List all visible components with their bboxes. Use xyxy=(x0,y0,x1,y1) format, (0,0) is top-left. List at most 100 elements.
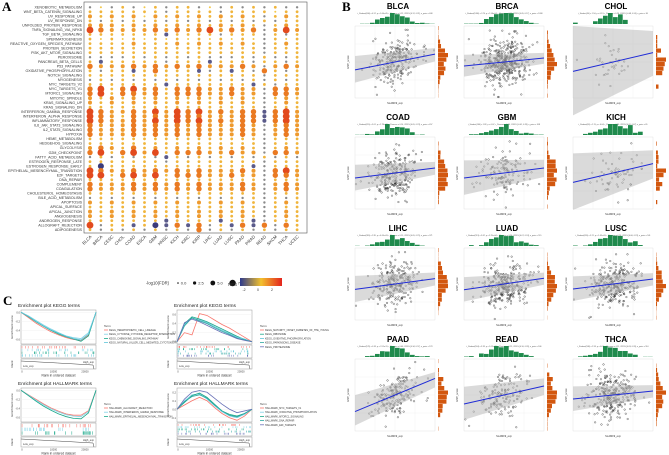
dot-ucec xyxy=(295,210,299,213)
dot-cesc xyxy=(110,60,114,64)
dot-ucec xyxy=(295,150,300,155)
dot-gbm xyxy=(152,90,159,97)
dot-gbm xyxy=(154,219,157,223)
dot-kirp xyxy=(197,23,201,28)
dot-kirc xyxy=(186,178,190,182)
column-label: READ xyxy=(255,234,267,246)
dot-luad xyxy=(218,100,223,105)
dot-ucec xyxy=(295,201,299,204)
dot-skcm xyxy=(274,10,277,13)
dot-thca xyxy=(283,172,289,178)
dot-kirp xyxy=(197,73,201,77)
dot-esca xyxy=(142,182,147,187)
dot-esca xyxy=(143,96,146,100)
dot-ucec xyxy=(295,205,299,209)
dot-hnsc xyxy=(164,78,168,82)
dot-esca xyxy=(143,205,146,209)
dot-lihc xyxy=(208,73,212,77)
dot-lihc xyxy=(207,86,212,91)
dot-read xyxy=(263,87,266,91)
dot-prad xyxy=(252,38,255,41)
dot-read xyxy=(263,201,266,204)
column-label: CESC xyxy=(103,234,115,246)
dot-hnsc xyxy=(164,101,168,105)
dot-lihc xyxy=(208,142,212,145)
dot-esca xyxy=(143,219,146,223)
dot-coad xyxy=(132,178,136,182)
dot-blca xyxy=(88,51,92,55)
dot-hnsc xyxy=(164,192,168,195)
dot-kich xyxy=(175,23,180,28)
dot-chol xyxy=(120,109,125,114)
dot-hnsc xyxy=(164,69,168,73)
dot-paad xyxy=(239,127,246,133)
dot-lihc xyxy=(207,64,212,69)
dot-thca xyxy=(283,186,289,192)
dot-read xyxy=(263,214,266,218)
dot-hnsc xyxy=(164,127,169,132)
dot-skcm xyxy=(272,108,278,115)
dot-kich xyxy=(175,219,179,223)
dot-read xyxy=(263,105,266,109)
dot-lusc xyxy=(230,38,233,41)
dot-ucec xyxy=(295,114,300,119)
dot-lusc xyxy=(230,210,234,213)
dot-luad xyxy=(218,91,223,96)
dot-hnsc xyxy=(165,228,168,231)
dot-prad xyxy=(251,168,256,173)
dot-luad xyxy=(219,196,222,200)
dot-lihc xyxy=(207,91,212,96)
dot-hnsc xyxy=(164,27,169,32)
dot-chol xyxy=(120,123,125,128)
dot-ucec xyxy=(295,6,299,9)
dot-cesc xyxy=(110,105,114,109)
dot-blca xyxy=(88,155,92,159)
dot-kich xyxy=(175,33,179,36)
dot-luad xyxy=(219,6,222,9)
dot-luad xyxy=(219,37,223,41)
dot-thca xyxy=(282,167,290,175)
dot-hnsc xyxy=(164,132,169,137)
dot-gbm xyxy=(154,51,157,55)
dot-kirp xyxy=(196,122,202,129)
dot-lusc xyxy=(229,149,235,156)
dot-hnsc xyxy=(164,82,169,87)
dot-lihc xyxy=(207,118,212,123)
dot-esca xyxy=(143,83,146,86)
column-label: BLCA xyxy=(81,234,93,246)
dot-skcm xyxy=(273,214,277,218)
dot-chol xyxy=(121,69,125,73)
dot-lusc xyxy=(230,56,233,59)
dot-luad xyxy=(219,73,223,77)
dot-lusc xyxy=(229,68,234,73)
dot-chol xyxy=(121,142,125,145)
dot-ucec xyxy=(295,168,300,173)
dot-prad xyxy=(251,182,256,187)
dot-paad xyxy=(240,96,245,101)
dot-esca xyxy=(142,109,147,114)
dot-hnsc xyxy=(164,137,168,141)
dot-kich xyxy=(175,5,179,9)
dot-coad xyxy=(130,122,137,129)
dot-coad xyxy=(132,137,136,141)
dot-coad xyxy=(132,219,136,223)
dot-paad xyxy=(241,46,245,50)
dot-skcm xyxy=(274,19,277,23)
dot-hnsc xyxy=(164,42,168,45)
dot-kirc xyxy=(186,223,191,228)
dot-skcm xyxy=(273,219,277,223)
dot-ucec xyxy=(295,192,299,195)
dot-paad xyxy=(241,10,245,14)
dot-kirc xyxy=(185,113,191,119)
dot-kirc xyxy=(186,5,190,9)
dot-lusc xyxy=(229,186,234,191)
dot-gbm xyxy=(152,131,159,138)
dot-lihc xyxy=(208,228,212,231)
dot-kirc xyxy=(186,155,190,159)
column-label: LIHC xyxy=(202,234,212,244)
dot-kirp xyxy=(197,200,201,205)
dot-paad xyxy=(241,55,245,59)
dot-esca xyxy=(143,24,146,27)
dot-paad xyxy=(239,118,246,124)
dot-esca xyxy=(143,142,146,145)
